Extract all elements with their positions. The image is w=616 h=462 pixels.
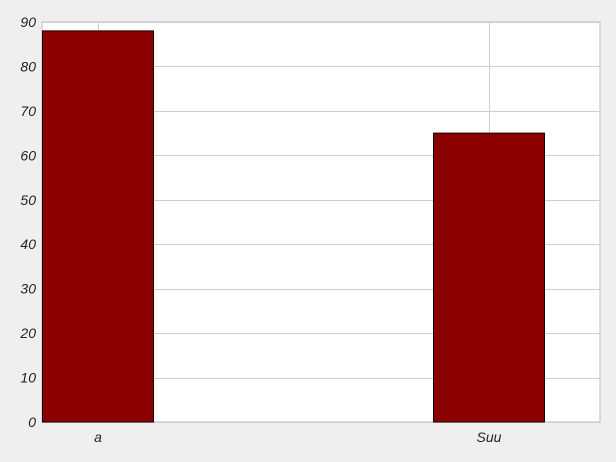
y-tick-label: 90 [20, 14, 36, 30]
y-tick-label: 30 [20, 281, 36, 297]
y-tick-label: 20 [19, 325, 36, 341]
y-tick-label: 70 [20, 103, 36, 119]
bar-a [42, 30, 154, 423]
y-tick-label: 50 [20, 192, 36, 208]
x-tick-label: Suu [477, 429, 502, 445]
y-tick-label: 10 [20, 370, 36, 386]
y-tick-label: 0 [28, 414, 36, 430]
x-tick-label: a [94, 429, 102, 445]
y-axis-tick-labels: 0 10 20 30 40 50 60 70 80 90 [19, 14, 36, 430]
y-tick-label: 80 [20, 58, 36, 74]
y-tick-label: 60 [20, 147, 36, 163]
x-axis-tick-labels: a Suu [94, 429, 502, 445]
bars [42, 30, 545, 423]
y-tick-label: 40 [20, 236, 36, 252]
bar-suu [433, 132, 545, 423]
